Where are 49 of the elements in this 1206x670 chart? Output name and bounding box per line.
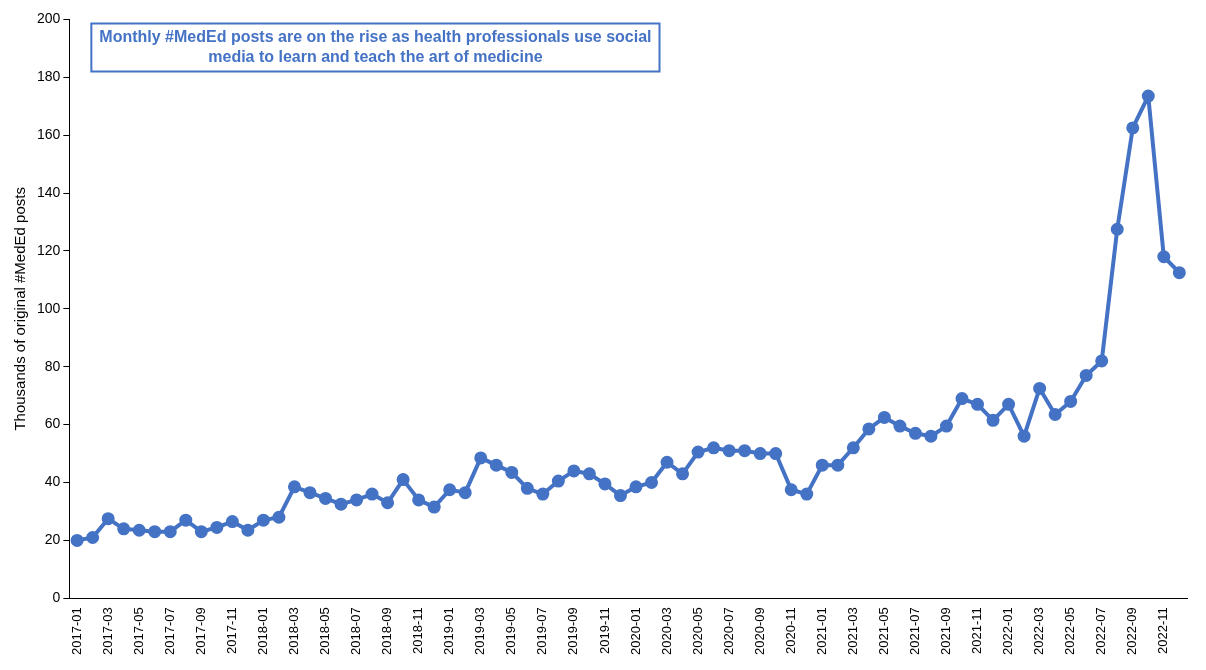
- y-tick-label: 200: [37, 10, 61, 27]
- x-tick-label: 2018-07: [348, 607, 364, 656]
- x-tick-label: 2021-07: [907, 607, 922, 656]
- x-tick-label: 2018-09: [379, 607, 395, 656]
- x-tick-label: 2019-01: [441, 607, 457, 656]
- x-tick-label: 2017-09: [192, 607, 208, 656]
- x-tick-label: 2021-05: [875, 607, 891, 656]
- x-tick-label: 2021-03: [844, 607, 860, 656]
- x-tick-label: 2022-05: [1062, 607, 1078, 656]
- x-tick-label: 2022-11: [1155, 607, 1171, 655]
- x-tick-label: 2020-05: [689, 607, 705, 656]
- y-tick-label: 120: [37, 241, 61, 258]
- y-tick-label: 60: [44, 415, 61, 432]
- y-axis-title: Thousands of original #MedEd posts: [11, 187, 29, 431]
- x-tick-label: 2022-01: [1000, 607, 1016, 656]
- x-tick-label: 2018-11: [410, 607, 426, 655]
- x-tick-label: 2021-01: [813, 607, 829, 656]
- y-tick-label: 140: [37, 183, 61, 200]
- x-tick-label: 2019-09: [565, 607, 581, 656]
- x-tick-label: 2017-07: [161, 607, 177, 656]
- x-tick-label: 2020-03: [658, 607, 674, 656]
- x-tick-label: 2019-03: [472, 607, 488, 656]
- y-tick-label: 180: [37, 68, 61, 85]
- x-tick-label: 2018-01: [254, 607, 270, 656]
- x-tick-label: 2020-09: [751, 607, 767, 656]
- x-tick-label: 2020-11: [782, 607, 798, 655]
- x-tick-label: 2022-03: [1031, 607, 1047, 656]
- y-tick-label: 20: [44, 531, 61, 548]
- x-tick-label: 2017-05: [130, 607, 146, 656]
- text: Monthly #MedEd posts are on the rise as health professionals use social media to learn and teach the art of medicine: [99, 27, 652, 65]
- x-tick-label: 2017-03: [99, 607, 115, 656]
- x-tick-label: 2019-11: [596, 607, 612, 655]
- x-tick-label: 2020-07: [720, 607, 736, 656]
- x-tick-label: 2020-01: [627, 607, 643, 656]
- y-tick-label: 160: [37, 126, 61, 143]
- x-tick-label: 2021-09: [938, 607, 954, 656]
- y-tick-label: 0: [52, 589, 61, 606]
- x-tick-label: 2018-05: [317, 607, 333, 656]
- x-tick-label: 2017-11: [223, 607, 239, 655]
- x-tick-label: 2019-07: [534, 607, 550, 656]
- x-tick-label: 2022-09: [1124, 607, 1140, 656]
- x-tick-label: 2017-01: [68, 607, 84, 656]
- x-tick-label: 2019-05: [503, 607, 519, 656]
- y-tick-label: 80: [44, 357, 61, 374]
- x-tick-label: 2021-11: [969, 607, 985, 655]
- y-tick-label: 40: [44, 473, 61, 490]
- y-tick-label: 100: [37, 299, 61, 316]
- x-tick-label: 2018-03: [286, 607, 302, 656]
- x-tick-label: 2022-07: [1093, 607, 1109, 656]
